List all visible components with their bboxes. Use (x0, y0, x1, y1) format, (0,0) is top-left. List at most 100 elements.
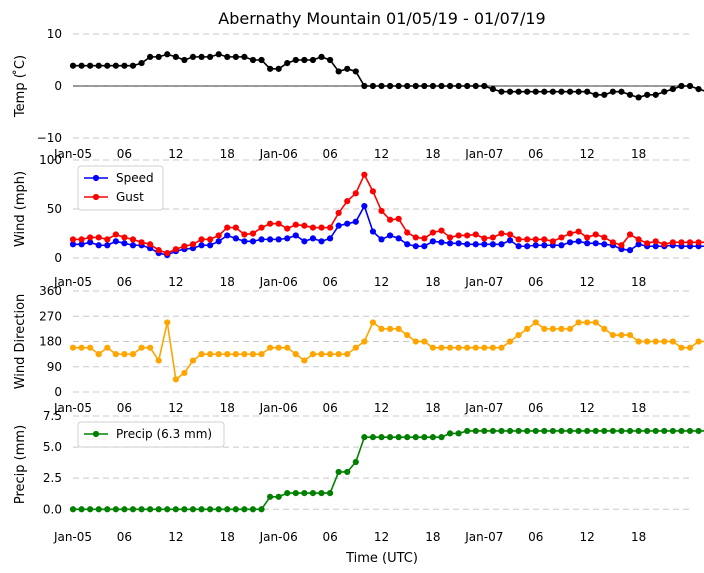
data-point (532, 242, 539, 249)
data-point (361, 338, 368, 345)
y-tick-label: 180 (39, 335, 62, 349)
data-point (635, 338, 642, 345)
data-point (326, 56, 334, 64)
x-tick-label: 18 (631, 275, 646, 289)
data-point (164, 51, 171, 58)
data-point (472, 344, 479, 351)
x-tick-label: 06 (117, 401, 132, 415)
data-point (215, 232, 222, 239)
data-point (87, 234, 94, 241)
data-point (189, 53, 197, 60)
x-tick-label: 06 (322, 401, 337, 415)
data-point (455, 82, 462, 90)
data-point (112, 351, 119, 358)
x-tick-label: 12 (168, 275, 183, 289)
x-tick-label: 12 (374, 275, 389, 289)
data-point (618, 331, 625, 339)
data-point (438, 434, 445, 441)
data-point (652, 243, 659, 250)
x-tick-label: 12 (374, 530, 389, 544)
data-point (344, 220, 351, 227)
data-point (481, 241, 488, 248)
data-point (515, 427, 522, 435)
data-point (601, 241, 608, 248)
data-point (635, 236, 642, 243)
panel-1: −10 0 10 Jan-05 06 12 18 Jan-06 06 12 18 Jan-07 06 12… (12, 27, 704, 161)
data-point (524, 236, 531, 243)
x-tick-label: 06 (528, 401, 543, 415)
x-tick-label: Jan-06 (259, 147, 298, 161)
data-point (104, 242, 111, 249)
data-point (172, 53, 179, 60)
data-point (232, 506, 239, 513)
data-point (558, 325, 565, 332)
data-point (489, 427, 497, 435)
data-point (601, 234, 608, 241)
data-point (369, 188, 377, 195)
data-point (275, 236, 282, 243)
data-point (301, 357, 308, 364)
data-point (464, 344, 471, 351)
chart-panels: −10 0 10 Jan-05 06 12 18 Jan-06 06 12 18 Jan-07 06 12… (12, 27, 704, 544)
data-point (395, 325, 402, 332)
data-point (352, 218, 359, 225)
data-point (678, 344, 685, 351)
data-point (506, 237, 514, 244)
data-point (241, 231, 248, 238)
data-point (678, 239, 685, 246)
data-point (386, 232, 394, 239)
data-point (592, 427, 599, 435)
data-point (678, 427, 685, 435)
data-point (584, 319, 591, 326)
x-tick-label: 18 (220, 401, 235, 415)
data-point (284, 60, 291, 67)
series-gust (69, 171, 704, 257)
data-point (438, 239, 445, 246)
data-point (626, 231, 634, 238)
data-point (404, 82, 411, 90)
data-point (69, 236, 77, 243)
data-point (266, 220, 274, 227)
data-point (566, 230, 574, 237)
x-tick-label: 06 (117, 275, 132, 289)
data-point (318, 490, 325, 497)
data-point (498, 427, 505, 435)
y-tick-label: 0 (54, 251, 62, 265)
data-point (446, 240, 454, 247)
data-point (309, 490, 317, 497)
data-point (455, 240, 462, 247)
data-point (275, 344, 282, 351)
data-point (104, 236, 111, 243)
data-point (566, 239, 574, 246)
x-tick-label: 12 (580, 275, 595, 289)
data-point (78, 506, 85, 513)
data-point (309, 56, 317, 64)
legend-box (77, 165, 164, 211)
data-point (558, 88, 565, 95)
data-point (498, 88, 505, 95)
y-tick-label: 270 (39, 309, 62, 323)
data-point (669, 86, 676, 93)
legend-swatch-marker (92, 193, 100, 201)
data-point (506, 231, 514, 238)
data-point (189, 241, 197, 248)
data-point (155, 53, 162, 60)
data-point (95, 242, 102, 249)
data-point (378, 434, 385, 441)
data-point (249, 230, 257, 237)
data-point (147, 506, 154, 513)
data-point (524, 88, 531, 95)
data-point (266, 344, 274, 351)
data-point (686, 239, 694, 246)
data-point (412, 82, 419, 90)
data-point (207, 236, 214, 243)
data-point (661, 88, 668, 95)
data-point (335, 222, 342, 229)
data-point (438, 227, 445, 234)
data-point (464, 241, 471, 248)
data-point (198, 53, 205, 60)
data-point (352, 68, 359, 75)
data-point (618, 427, 625, 435)
data-point (481, 427, 488, 435)
data-point (69, 62, 77, 69)
